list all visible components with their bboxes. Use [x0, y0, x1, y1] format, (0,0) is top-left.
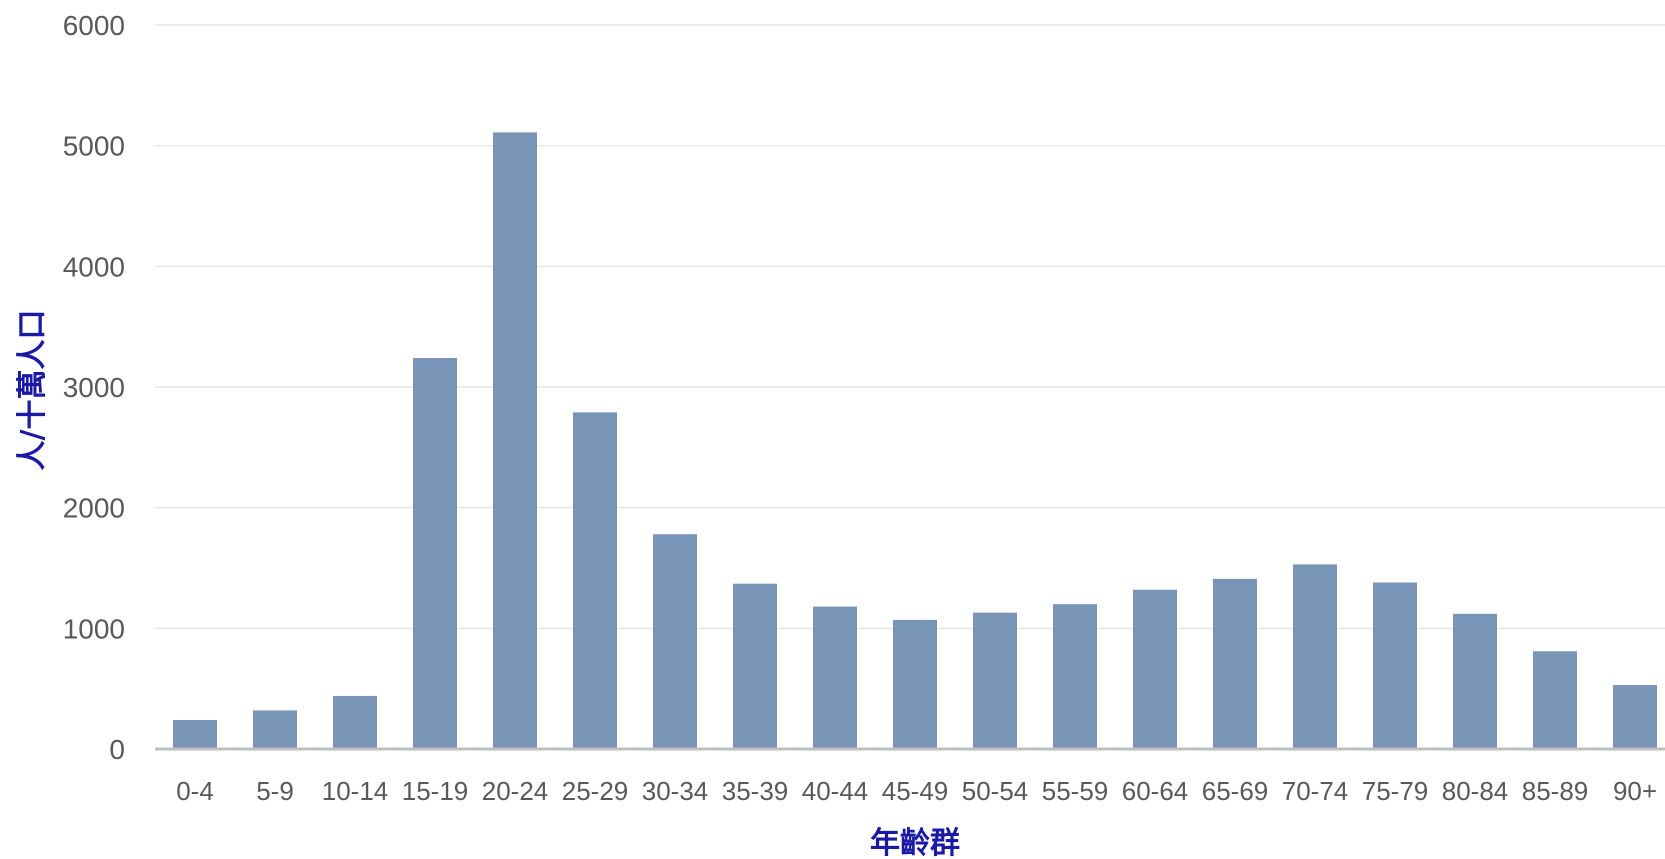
- bar-10-14: [333, 695, 377, 749]
- y-tick-label: 4000: [63, 251, 125, 282]
- y-tick-label: 6000: [63, 10, 125, 41]
- bar-40-44: [813, 606, 857, 749]
- bar-60-64: [1133, 589, 1177, 749]
- y-tick-label: 5000: [63, 131, 125, 162]
- x-tick-label: 70-74: [1282, 776, 1349, 806]
- bars: [173, 132, 1657, 750]
- x-tick-label: 30-34: [642, 776, 709, 806]
- x-tick-label: 20-24: [482, 776, 549, 806]
- x-tick-label: 80-84: [1442, 776, 1509, 806]
- bar-55-59: [1053, 604, 1097, 749]
- y-tick-label: 2000: [63, 493, 125, 524]
- x-tick-label: 0-4: [176, 776, 214, 806]
- bar-80-84: [1453, 613, 1497, 749]
- bar-45-49: [893, 619, 937, 749]
- x-tick-label: 5-9: [256, 776, 294, 806]
- x-tick-label: 10-14: [322, 776, 389, 806]
- bar-85-89: [1533, 651, 1577, 749]
- x-tick-label: 50-54: [962, 776, 1029, 806]
- bar-5-9: [253, 710, 297, 749]
- bar-0-4: [173, 720, 217, 749]
- y-axis-title: 人/十萬人口: [15, 310, 50, 471]
- bar-75-79: [1373, 582, 1417, 749]
- x-tick-label: 15-19: [402, 776, 469, 806]
- y-tick-label: 1000: [63, 613, 125, 644]
- gridlines: [155, 24, 1665, 630]
- y-tick-label: 3000: [63, 372, 125, 403]
- x-tick-label: 45-49: [882, 776, 949, 806]
- bar-90+: [1613, 685, 1657, 749]
- bar-35-39: [733, 583, 777, 749]
- x-tick-label: 65-69: [1202, 776, 1269, 806]
- bar-20-24: [493, 132, 537, 750]
- bar-70-74: [1293, 564, 1337, 749]
- x-tick-label: 85-89: [1522, 776, 1589, 806]
- bar-25-29: [573, 412, 617, 749]
- y-tick-labels: 0 1000 2000 3000 4000 5000 6000: [63, 10, 125, 765]
- bar-50-54: [973, 612, 1017, 749]
- x-tick-label: 60-64: [1122, 776, 1189, 806]
- y-tick-label: 0: [109, 734, 125, 765]
- x-axis-title: 年齡群: [870, 826, 960, 859]
- x-tick-label: 75-79: [1362, 776, 1429, 806]
- x-tick-label: 55-59: [1042, 776, 1109, 806]
- x-tick-label: 90+: [1613, 776, 1657, 806]
- x-tick-label: 35-39: [722, 776, 789, 806]
- x-tick-labels: 0-4 5-9 10-14 15-19 20-24 25-29 30-34 35-39 40-4…: [176, 776, 1657, 806]
- bar-30-34: [653, 534, 697, 749]
- x-tick-label: 25-29: [562, 776, 629, 806]
- x-tick-label: 40-44: [802, 776, 869, 806]
- bar-65-69: [1213, 578, 1257, 749]
- bar-15-19: [413, 358, 457, 749]
